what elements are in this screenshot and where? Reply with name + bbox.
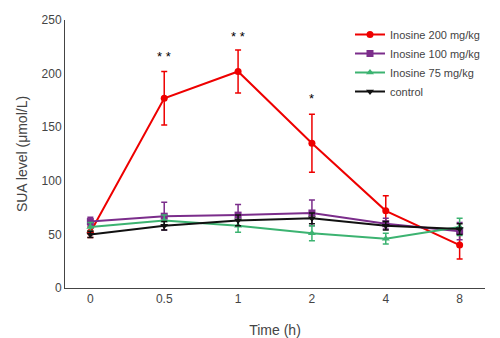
svg-text:Inosine 75 mg/kg: Inosine 75 mg/kg — [390, 67, 474, 79]
svg-text:100: 100 — [42, 174, 62, 188]
svg-text:4: 4 — [382, 292, 389, 306]
svg-text:0: 0 — [87, 292, 94, 306]
svg-text:SUA level (μmol/L): SUA level (μmol/L) — [14, 96, 30, 212]
svg-text:1: 1 — [235, 292, 242, 306]
svg-text:8: 8 — [456, 292, 463, 306]
svg-text:0.5: 0.5 — [156, 292, 173, 306]
svg-text:control: control — [390, 86, 423, 98]
svg-text:* *: * * — [231, 29, 245, 44]
svg-text:200: 200 — [42, 67, 62, 81]
svg-text:0: 0 — [55, 281, 62, 295]
svg-text:Inosine 100 mg/kg: Inosine 100 mg/kg — [390, 48, 480, 60]
svg-text:* *: * * — [157, 49, 171, 64]
svg-text:Inosine 200 mg/kg: Inosine 200 mg/kg — [390, 29, 480, 41]
svg-text:*: * — [309, 91, 314, 106]
svg-text:Time (h): Time (h) — [249, 322, 301, 338]
svg-text:50: 50 — [48, 228, 62, 242]
svg-text:150: 150 — [42, 120, 62, 134]
svg-text:2: 2 — [309, 292, 316, 306]
svg-text:250: 250 — [42, 13, 62, 27]
